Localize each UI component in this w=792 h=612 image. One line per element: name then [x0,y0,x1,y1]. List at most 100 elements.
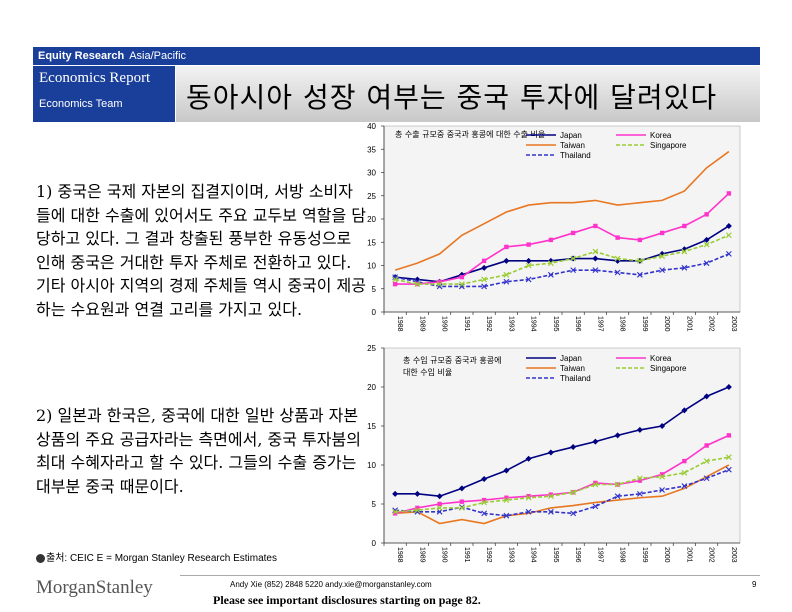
data-point [458,283,465,290]
data-point [525,455,532,462]
chart-title: 총 수입 규모중 중국과 홍콩에 [403,355,502,365]
x-tick-label: 1988 [396,547,403,563]
header-left: Equity Research [38,50,125,62]
data-point [525,494,532,501]
data-point [659,423,666,429]
data-point [526,494,531,499]
data-point [681,407,688,414]
data-point [592,481,599,488]
data-point [703,260,710,267]
data-point [504,244,509,250]
data-point [436,493,443,500]
data-point [503,257,510,264]
x-tick-label: 1997 [596,316,603,332]
data-point [570,255,577,262]
x-tick-label: 1989 [418,547,425,563]
data-point [547,271,554,278]
data-point [725,250,732,257]
data-point [436,281,443,287]
headline-block: 동아시아 성장 여부는 중국 투자에 달려있다 [176,66,760,122]
data-point [636,490,643,497]
data-point [392,281,398,287]
y-tick-label: 25 [367,192,376,201]
data-point [704,212,709,217]
data-point [481,283,488,290]
data-point [503,467,510,474]
x-tick-label: 1999 [641,547,648,563]
data-point [525,257,532,264]
pin-icon [36,553,45,563]
x-tick-label: 1995 [552,316,559,332]
data-point [547,260,554,267]
y-tick-label: 15 [367,422,376,431]
series-line-singapore [395,456,730,513]
data-point [682,223,687,229]
data-point [547,493,554,500]
y-tick-label: 40 [367,122,376,131]
data-point [504,495,509,500]
data-point [725,384,732,390]
data-point [570,444,577,451]
data-point [503,512,510,519]
data-point [592,267,599,274]
x-tick-label: 1989 [418,316,425,332]
data-point [503,497,510,503]
data-point [459,274,465,280]
x-tick-label: 1997 [596,547,603,563]
data-point [547,449,554,456]
data-point [614,432,621,439]
data-point [548,237,554,243]
data-point [458,485,465,492]
data-point [681,469,688,476]
x-tick-label: 1999 [641,316,648,332]
series-line-thailand [394,253,730,288]
x-tick-label: 1990 [441,316,448,332]
data-point [681,483,688,489]
data-point [481,258,487,264]
x-tick-label: 1992 [485,316,492,332]
legend-entry: Singapore [650,141,687,150]
data-point [458,505,465,511]
data-point [636,426,643,433]
data-point [481,276,488,283]
x-tick-label: 2000 [663,316,670,332]
data-point [436,505,443,511]
data-point [614,481,621,488]
data-point [414,281,421,287]
x-tick-label: 1996 [574,547,581,563]
report-title: Economics Report [39,70,151,86]
series-line-japan [395,225,730,283]
data-point [392,276,399,283]
morgan-stanley-logo: MorganStanley [36,577,153,598]
data-point [614,493,621,500]
legend-entry: Thailand [560,374,591,383]
series-line-taiwan [394,150,730,271]
data-point [659,473,666,480]
x-tick-label: 1990 [441,547,448,563]
x-tick-label: 1996 [574,316,581,332]
data-point [659,472,665,477]
legend-entry: Taiwan [560,141,585,150]
header-bar: Equity Research Asia/Pacific [33,47,760,65]
footer-rule [180,575,760,576]
x-tick-label: 2001 [685,316,692,332]
legend-entry: Japan [560,354,582,363]
header-right: Asia/Pacific [129,50,187,62]
data-point [547,508,554,515]
data-point [392,508,399,515]
data-point [592,248,599,255]
data-point [415,505,420,511]
data-point [525,276,532,283]
legend-entry: Japan [560,131,582,140]
data-point [414,507,421,514]
data-point [704,443,709,448]
data-point [682,458,687,464]
page-title: 동아시아 성장 여부는 중국 투자에 달려있다 [186,81,718,114]
y-tick-label: 0 [372,539,377,548]
data-point [636,257,643,264]
data-point [615,235,620,240]
data-point [481,510,488,517]
series-line-thailand [395,468,730,517]
y-tick-label: 35 [367,145,376,154]
data-point [637,478,643,483]
